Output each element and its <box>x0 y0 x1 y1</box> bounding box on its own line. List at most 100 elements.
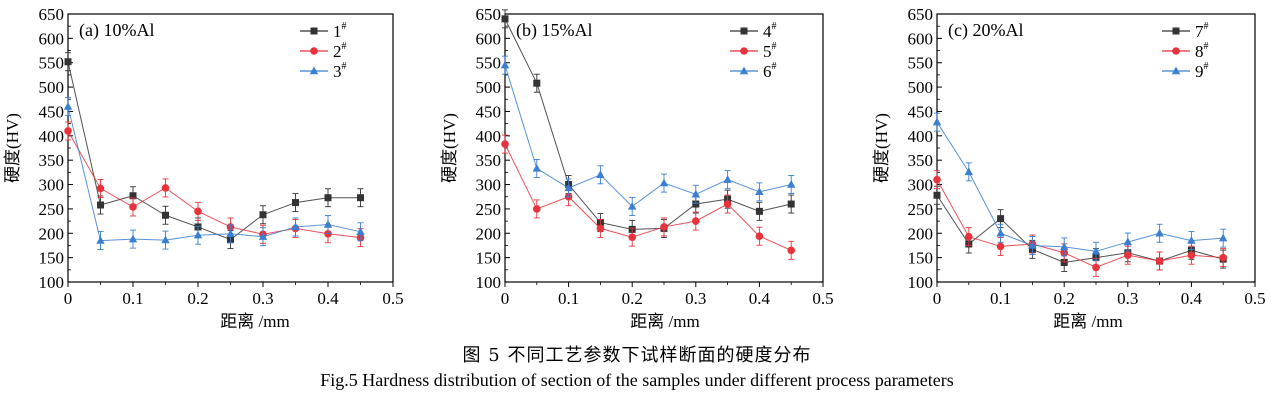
y-tick-label: 100 <box>476 273 502 292</box>
y-axis-label: 硬度(HV) <box>872 113 891 183</box>
y-tick-label: 250 <box>908 200 934 219</box>
y-tick-label: 450 <box>908 102 934 121</box>
data-point <box>1123 237 1132 246</box>
x-tick-label: 0.5 <box>812 289 833 308</box>
data-point <box>129 192 137 200</box>
legend-label: 1# <box>333 21 347 41</box>
data-point <box>1219 253 1227 262</box>
y-axis-label: 硬度(HV) <box>3 113 22 183</box>
y-tick-label: 650 <box>39 5 65 24</box>
data-point <box>292 199 299 207</box>
x-tick-label: 0.1 <box>558 289 579 308</box>
data-point <box>1155 257 1164 265</box>
data-point <box>691 189 700 198</box>
y-tick-label: 300 <box>476 176 502 195</box>
data-point <box>258 232 268 240</box>
legend-entry-1: 1# <box>300 21 347 41</box>
x-tick-label: 0.1 <box>122 289 143 308</box>
legend-marker <box>1172 27 1180 35</box>
legend-label: 5# <box>763 41 777 61</box>
legend-label: 9# <box>1195 61 1209 81</box>
y-tick-label: 150 <box>476 249 502 268</box>
data-point <box>501 15 509 23</box>
data-point <box>1187 236 1196 244</box>
data-point <box>324 194 332 202</box>
data-point <box>1155 228 1164 237</box>
legend-entry-7: 7# <box>1162 21 1209 41</box>
figure-caption-chinese: 图 5 不同工艺参数下试样断面的硬度分布 <box>462 345 812 366</box>
legend-label: 8# <box>1195 41 1209 61</box>
panel-label: (c) 20%Al <box>948 20 1023 41</box>
y-tick-label: 550 <box>39 54 65 73</box>
legend-entry-2: 2# <box>300 41 347 61</box>
data-point <box>933 191 941 199</box>
figure-caption-english: Fig.5 Hardness distribution of section o… <box>320 370 954 390</box>
data-point <box>259 211 267 219</box>
data-point <box>755 187 764 196</box>
legend-entry-5: 5# <box>730 41 777 61</box>
x-tick-label: 0.4 <box>749 289 771 308</box>
y-tick-label: 400 <box>39 127 65 146</box>
data-point <box>323 220 333 228</box>
y-tick-label: 650 <box>476 5 502 24</box>
x-axis-label: 距离 /mm <box>630 312 699 331</box>
series-3 <box>63 97 365 251</box>
legend-marker <box>309 66 319 75</box>
y-tick-label: 150 <box>39 249 65 268</box>
data-point <box>96 184 105 193</box>
data-point <box>357 194 364 202</box>
series-5 <box>501 134 795 260</box>
y-tick-label: 600 <box>476 29 502 48</box>
data-point <box>226 229 235 237</box>
data-point <box>64 127 72 135</box>
data-point <box>933 175 941 184</box>
data-point <box>787 200 795 208</box>
data-point <box>723 200 732 208</box>
panel-label: (b) 15%Al <box>516 20 592 41</box>
x-tick-label: 0.2 <box>187 289 208 308</box>
legend-entry-8: 8# <box>1162 41 1209 61</box>
y-tick-label: 450 <box>476 102 502 121</box>
data-point <box>533 79 541 87</box>
y-tick-label: 350 <box>476 151 502 170</box>
x-tick-label: 0.4 <box>317 289 339 308</box>
data-point <box>755 232 764 240</box>
x-tick-label: 0.5 <box>382 289 403 308</box>
series-4 <box>501 9 795 239</box>
data-point <box>997 215 1005 223</box>
y-tick-label: 600 <box>39 29 65 48</box>
series-line <box>67 130 361 239</box>
data-point <box>129 203 137 211</box>
series-line <box>504 65 792 208</box>
data-point <box>1091 246 1101 255</box>
data-point <box>356 227 365 236</box>
data-point <box>564 183 573 192</box>
data-point <box>787 180 796 188</box>
x-tick-label: 0.3 <box>1117 289 1138 308</box>
y-tick-label: 250 <box>39 200 65 219</box>
y-tick-label: 200 <box>39 224 65 243</box>
data-point <box>787 246 795 255</box>
y-tick-label: 200 <box>476 224 502 243</box>
x-tick-label: 0.3 <box>685 289 706 308</box>
x-tick-label: 0.5 <box>1244 289 1265 308</box>
series-line <box>936 194 1224 264</box>
y-tick-label: 400 <box>908 127 934 146</box>
legend-label: 4# <box>763 21 777 41</box>
series-7 <box>933 185 1227 272</box>
data-point <box>755 207 763 215</box>
legend-label: 3# <box>333 61 347 81</box>
data-point <box>723 175 732 183</box>
chart-panel-3: 100 150 200 250 300 350 400 450 500 550 600 650 0 0.1… <box>872 5 1266 331</box>
data-point <box>1060 259 1068 267</box>
series-2 <box>64 121 365 248</box>
y-tick-label: 500 <box>476 78 502 97</box>
data-point <box>1124 251 1132 259</box>
series-line <box>67 106 361 242</box>
y-axis-label: 硬度(HV) <box>440 113 459 183</box>
legend-label: 6# <box>763 61 777 81</box>
data-point <box>161 184 170 192</box>
x-axis-label: 距离 /mm <box>220 312 289 331</box>
data-point <box>128 234 138 243</box>
legend-marker <box>740 27 748 35</box>
